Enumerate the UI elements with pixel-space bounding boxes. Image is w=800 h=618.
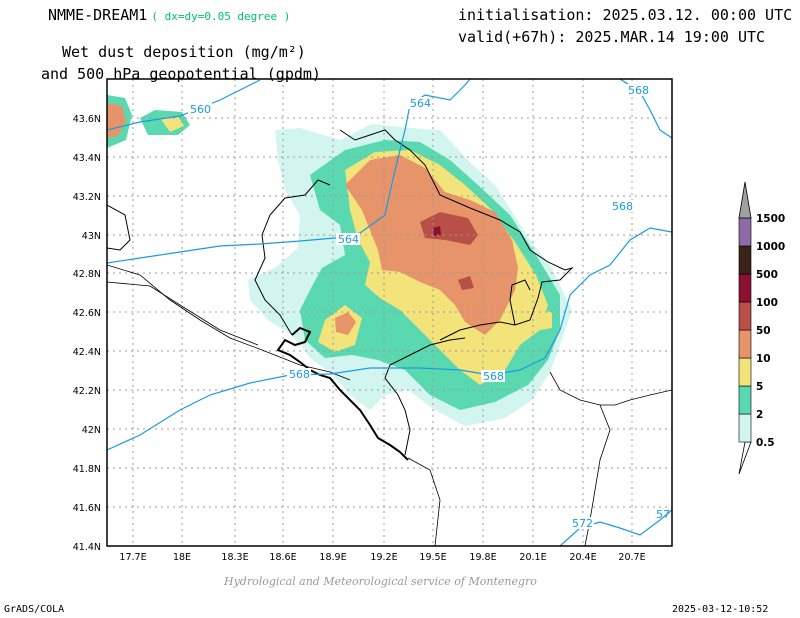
lat-tick: 42.4N [73, 347, 101, 358]
isoline-label: 568 [628, 84, 649, 97]
isoline-label: 568 [483, 370, 504, 383]
lat-tick: 41.4N [73, 542, 101, 553]
colorbar-swatch [738, 301, 752, 331]
isoline-label: 572 [572, 517, 593, 530]
colorbar-label: 0.5 [756, 437, 775, 449]
lat-tick: 43.2N [73, 192, 101, 203]
colorbar-label: 50 [756, 325, 771, 337]
model-name: NMME-DREAM1( dx=dy=0.05 degree ) [48, 6, 291, 24]
colorbar-swatch [738, 413, 752, 443]
software-label: GrADS/COLA [4, 604, 65, 615]
credit-line: Hydrological and Meteorological service … [224, 575, 537, 588]
generation-timestamp: 2025-03-12-10:52 [672, 604, 769, 615]
lon-tick: 20.1E [519, 552, 546, 563]
lon-tick: 17.7E [119, 552, 146, 563]
lat-tick: 43N [82, 231, 101, 242]
valid-time: valid(+67h): 2025.MAR.14 19:00 UTC [458, 28, 766, 46]
lat-tick: 43.6N [73, 114, 101, 125]
colorbar-label: 100 [756, 297, 778, 309]
isoline-label: 564 [338, 233, 359, 246]
lon-tick: 19.2E [370, 552, 397, 563]
colorbar-swatch [738, 357, 752, 387]
resolution-note: ( dx=dy=0.05 degree ) [151, 10, 291, 23]
colorbar-label: 1000 [756, 241, 785, 253]
lon-tick: 20.4E [569, 552, 596, 563]
colorbar-swatch [738, 385, 752, 415]
lat-tick: 42N [82, 425, 101, 436]
lon-tick: 18.6E [269, 552, 296, 563]
isoline-label: 568 [289, 368, 310, 381]
isoline-label: 564 [410, 97, 431, 110]
colorbar: 0.5 2 5 10 50 100 500 1000 1500 [738, 181, 785, 475]
colorbar-high-arrow [738, 181, 752, 219]
lat-tick: 41.8N [73, 464, 101, 475]
colorbar-label: 1500 [756, 213, 785, 225]
colorbar-label: 2 [756, 409, 763, 421]
lat-tick: 42.8N [73, 269, 101, 280]
lon-tick: 18E [173, 552, 191, 563]
lat-tick: 42.6N [73, 308, 101, 319]
lon-tick: 20.7E [618, 552, 645, 563]
colorbar-swatch [738, 217, 752, 247]
lat-tick: 42.2N [73, 386, 101, 397]
colorbar-label: 10 [756, 353, 771, 365]
map-title-line1: Wet dust deposition (mg/m²) [62, 43, 306, 61]
colorbar-swatch [738, 273, 752, 303]
map-frame [106, 78, 673, 547]
colorbar-label: 500 [756, 269, 778, 281]
lon-tick-labels: 17.7E 18E 18.3E 18.6E 18.9E 19.2E 19.5E … [119, 552, 645, 563]
lon-tick: 18.3E [221, 552, 248, 563]
colorbar-swatch [738, 245, 752, 275]
isoline-label: 568 [612, 200, 633, 213]
lat-tick: 43.4N [73, 153, 101, 164]
lon-tick: 18.9E [319, 552, 346, 563]
isoline-labels: 560 564 564 568 568 568 568 572 57 [188, 84, 670, 530]
colorbar-swatch [738, 329, 752, 359]
isoline-label: 560 [190, 103, 211, 116]
initialisation-time: initialisation: 2025.03.12. 00:00 UTC [458, 6, 793, 24]
lon-tick: 19.5E [419, 552, 446, 563]
lat-tick: 41.6N [73, 503, 101, 514]
isoline-label: 57 [656, 508, 670, 521]
colorbar-label: 5 [756, 381, 763, 393]
lat-tick-labels: 43.6N 43.4N 43.2N 43N 42.8N 42.6N 42.4N … [73, 114, 101, 553]
lon-tick: 19.8E [469, 552, 496, 563]
colorbar-low-arrow [738, 441, 752, 475]
